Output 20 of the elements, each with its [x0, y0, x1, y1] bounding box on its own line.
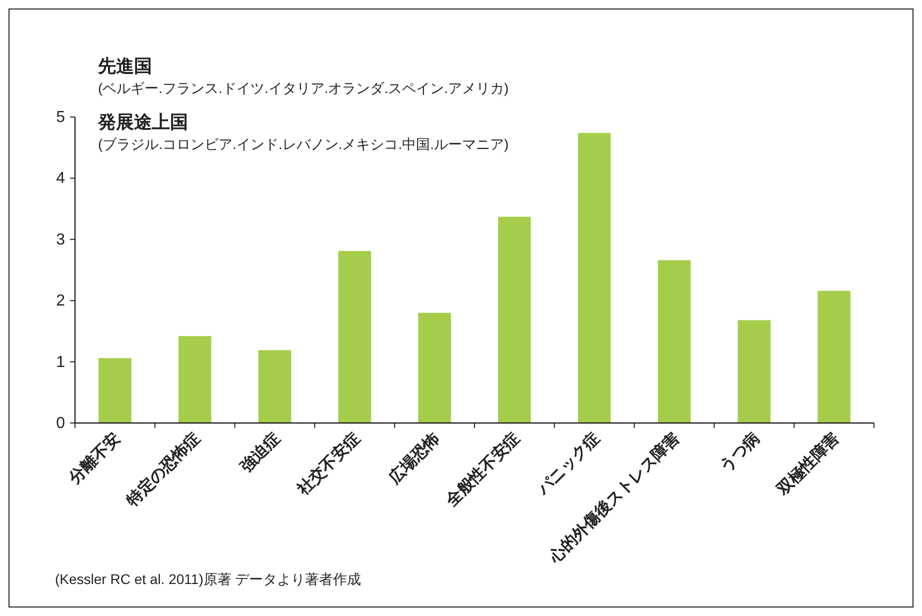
text: (ベルギー.フランス.ドイツ.イタリア.オランダ.スペイン.アメリカ) [98, 80, 509, 96]
x-tick-label: パニック症 [533, 429, 604, 500]
annotation: 発展途上国 [97, 112, 188, 132]
x-tick-label: 特定の恐怖症 [122, 429, 204, 510]
x-tick-label: 広場恐怖 [384, 428, 444, 488]
y-tick-label: 2 [56, 292, 66, 310]
x-tick-label: 全般性不安症 [441, 428, 524, 510]
text: 先進国 [97, 56, 152, 76]
x-tick-label: 分離不安 [64, 428, 124, 488]
annotation: (ブラジル.コロンビア.インド.レバノン.メキシコ.中国.ルーマニア) [98, 136, 509, 152]
x-tick-label: 双極性障害 [772, 428, 843, 500]
y-tick-label: 5 [56, 109, 66, 126]
x-tick-label: 強迫症 [236, 429, 284, 476]
y-tick-label: 1 [56, 354, 66, 371]
y-tick-label: 0 [56, 415, 66, 432]
y-tick-label: 3 [56, 231, 66, 248]
y-tick-label: 4 [56, 170, 66, 188]
text: (Kessler RC et al. 2011)原著 データより著者作成 [55, 571, 362, 587]
x-tick-label: 社交不安症 [292, 428, 364, 500]
x-tick-label: うつ病 [716, 429, 763, 476]
